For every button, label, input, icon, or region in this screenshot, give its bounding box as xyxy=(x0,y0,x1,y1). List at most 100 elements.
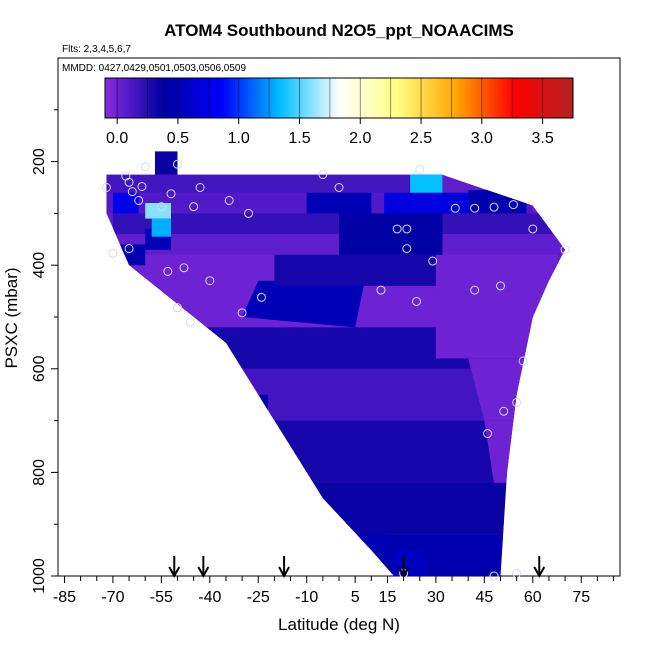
colorbar-tick-label: 1.0 xyxy=(228,130,250,147)
sample-point xyxy=(508,200,518,210)
field-region xyxy=(106,174,443,193)
sample-point xyxy=(166,189,176,199)
x-tick-label: -10 xyxy=(295,589,318,606)
sample-point xyxy=(195,183,205,192)
field-region xyxy=(145,203,171,219)
y-tick-label: 600 xyxy=(31,355,48,382)
flight-arrow xyxy=(533,556,546,579)
y-tick-label: 1000 xyxy=(31,558,48,594)
x-tick-label: -40 xyxy=(198,589,221,606)
sample-point xyxy=(205,276,215,286)
field-region xyxy=(154,151,178,175)
sample-point xyxy=(334,183,344,192)
x-tick-label: -70 xyxy=(101,589,124,606)
sample-point xyxy=(101,183,111,192)
sample-point xyxy=(415,164,425,174)
sample-point xyxy=(256,292,266,302)
field-region xyxy=(410,174,443,198)
x-tick-label: 45 xyxy=(475,589,493,606)
colorbar-tick-label: 0.5 xyxy=(167,130,189,147)
field-region xyxy=(355,534,504,576)
flight-arrow xyxy=(197,556,210,579)
x-tick-label: 15 xyxy=(379,589,397,606)
sample-point xyxy=(489,571,499,581)
field-region xyxy=(193,348,217,369)
sample-point xyxy=(392,224,402,234)
sample-point xyxy=(483,429,493,439)
flight-arrows xyxy=(168,556,546,579)
field-region xyxy=(216,368,524,421)
sample-point xyxy=(560,245,570,255)
sample-point xyxy=(244,208,254,218)
sample-point xyxy=(470,285,480,295)
sample-point xyxy=(499,406,509,416)
sample-point xyxy=(137,181,147,191)
field-region xyxy=(112,192,139,214)
sample-point xyxy=(108,248,118,258)
sample-point xyxy=(318,170,328,180)
sample-point xyxy=(189,202,199,212)
field-region xyxy=(435,254,559,292)
colorbar-tick-label: 3.0 xyxy=(471,130,493,147)
sample-point xyxy=(402,244,412,254)
sample-point xyxy=(376,285,386,295)
sample-point xyxy=(173,159,183,169)
field-region xyxy=(242,394,268,421)
field-region xyxy=(435,291,549,359)
flights-note: Flts: 2,3,4,5,6,7 xyxy=(62,44,131,55)
x-tick-label: -85 xyxy=(53,589,76,606)
x-tick-label: 75 xyxy=(572,589,590,606)
field-region xyxy=(274,254,436,286)
y-axis-label: PSXC (mbar) xyxy=(2,267,21,368)
sample-point xyxy=(518,356,528,366)
field-region xyxy=(468,358,527,421)
colorbar-gradient xyxy=(104,77,574,119)
sample-point xyxy=(124,244,134,254)
sample-point xyxy=(185,317,195,327)
x-axis-label: Latitude (deg N) xyxy=(278,615,400,634)
field-region xyxy=(384,192,469,214)
y-tick-label: 200 xyxy=(31,148,48,175)
sample-point xyxy=(237,308,247,318)
colorbar-tick-label: 0.0 xyxy=(106,130,128,147)
sample-point xyxy=(489,202,499,212)
sample-point xyxy=(124,177,134,187)
sample-point xyxy=(156,202,166,212)
colorbar-tick-label: 3.5 xyxy=(531,130,553,147)
sample-point xyxy=(134,195,144,205)
x-tick-label: 30 xyxy=(427,589,445,606)
colorbar-tick-label: 2.5 xyxy=(410,130,432,147)
sample-point xyxy=(402,224,412,234)
sample-point xyxy=(470,203,480,213)
field-region xyxy=(242,280,365,328)
field-region xyxy=(306,192,372,214)
colorbar-tick-label: 2.0 xyxy=(349,130,371,147)
y-tick-label: 800 xyxy=(31,459,48,486)
x-tick-label: -25 xyxy=(247,589,270,606)
x-tick-label: 5 xyxy=(351,589,360,606)
sample-point xyxy=(179,263,189,273)
field-region xyxy=(112,244,146,266)
colorbar: 0.0 0.5 1.0 1.5 2.0 2.5 3.0 3.5 xyxy=(104,77,574,147)
field-region xyxy=(151,218,171,237)
sample-point xyxy=(127,187,137,197)
sample-point xyxy=(512,397,522,407)
y-tick-label: 400 xyxy=(31,252,48,279)
sample-point xyxy=(528,224,538,234)
sample-points xyxy=(101,159,570,581)
flight-arrow xyxy=(278,556,290,579)
field-region xyxy=(306,482,511,535)
sample-point xyxy=(428,256,438,266)
x-tick-label: -55 xyxy=(150,589,173,606)
sample-point xyxy=(412,296,422,306)
field-region xyxy=(112,213,559,235)
field-region xyxy=(258,420,517,483)
field-region xyxy=(355,534,388,556)
sample-point xyxy=(140,162,150,172)
field-region xyxy=(339,213,443,255)
dates-note: MMDD: 0427,0429,0501,0503,0506,0509 xyxy=(62,63,246,74)
flight-arrow xyxy=(168,556,181,579)
field-region xyxy=(393,550,427,576)
colorbar-tick-label: 1.5 xyxy=(288,130,310,147)
